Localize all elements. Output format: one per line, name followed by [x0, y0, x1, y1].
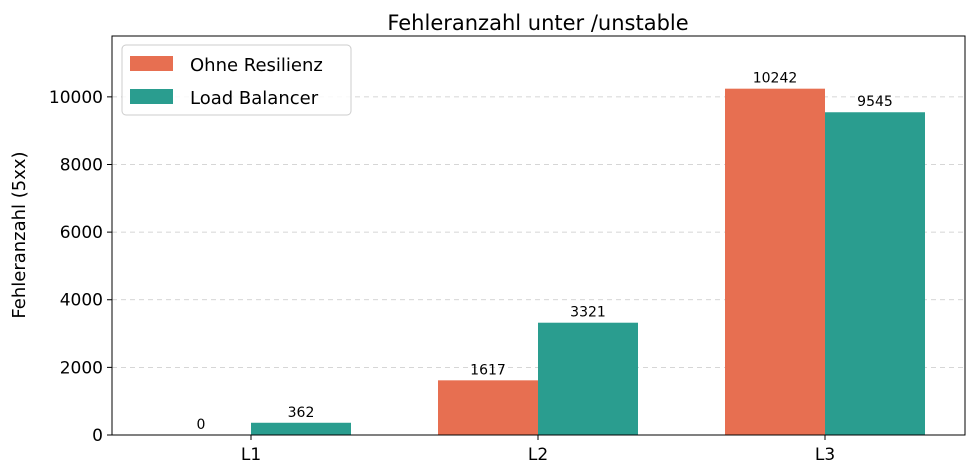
legend-label-load-balancer: Load Balancer — [190, 88, 319, 109]
bar — [538, 322, 638, 435]
bar — [438, 380, 538, 435]
x-tick-label: L3 — [815, 445, 835, 465]
data-label: 9545 — [857, 94, 893, 110]
legend-box — [121, 44, 352, 116]
legend-swatch-load-balancer — [130, 89, 173, 104]
x-tick-label: L2 — [528, 445, 548, 465]
y-tick-label: 4000 — [60, 291, 103, 311]
bar — [251, 422, 351, 435]
y-axis: 0 2000 4000 6000 8000 10000 — [49, 88, 112, 446]
y-tick-label: 8000 — [60, 155, 103, 175]
legend: Ohne Resilienz Load Balancer — [121, 44, 352, 116]
data-label: 1617 — [470, 362, 506, 378]
y-tick-label: 2000 — [60, 358, 103, 378]
x-tick-label: L1 — [241, 445, 261, 465]
data-label: 3321 — [570, 305, 606, 321]
y-axis-label: Fehleranzahl (5xx) — [9, 151, 30, 318]
data-label: 10242 — [753, 71, 798, 87]
chart-title: Fehleranzahl unter /unstable — [387, 11, 688, 35]
data-label: 0 — [197, 417, 206, 433]
data-labels: 0 362 1617 3321 10242 9545 — [197, 71, 893, 433]
x-axis: L1 L2 L3 — [241, 435, 835, 465]
bar — [825, 112, 925, 435]
legend-label-ohne-resilienz: Ohne Resilienz — [190, 55, 323, 76]
y-tick-label: 6000 — [60, 223, 103, 243]
legend-swatch-ohne-resilienz — [130, 56, 173, 71]
y-tick-label: 10000 — [49, 88, 103, 108]
y-tick-label: 0 — [92, 426, 103, 446]
bars — [251, 88, 925, 436]
data-label: 362 — [288, 405, 315, 421]
bar — [725, 88, 825, 436]
